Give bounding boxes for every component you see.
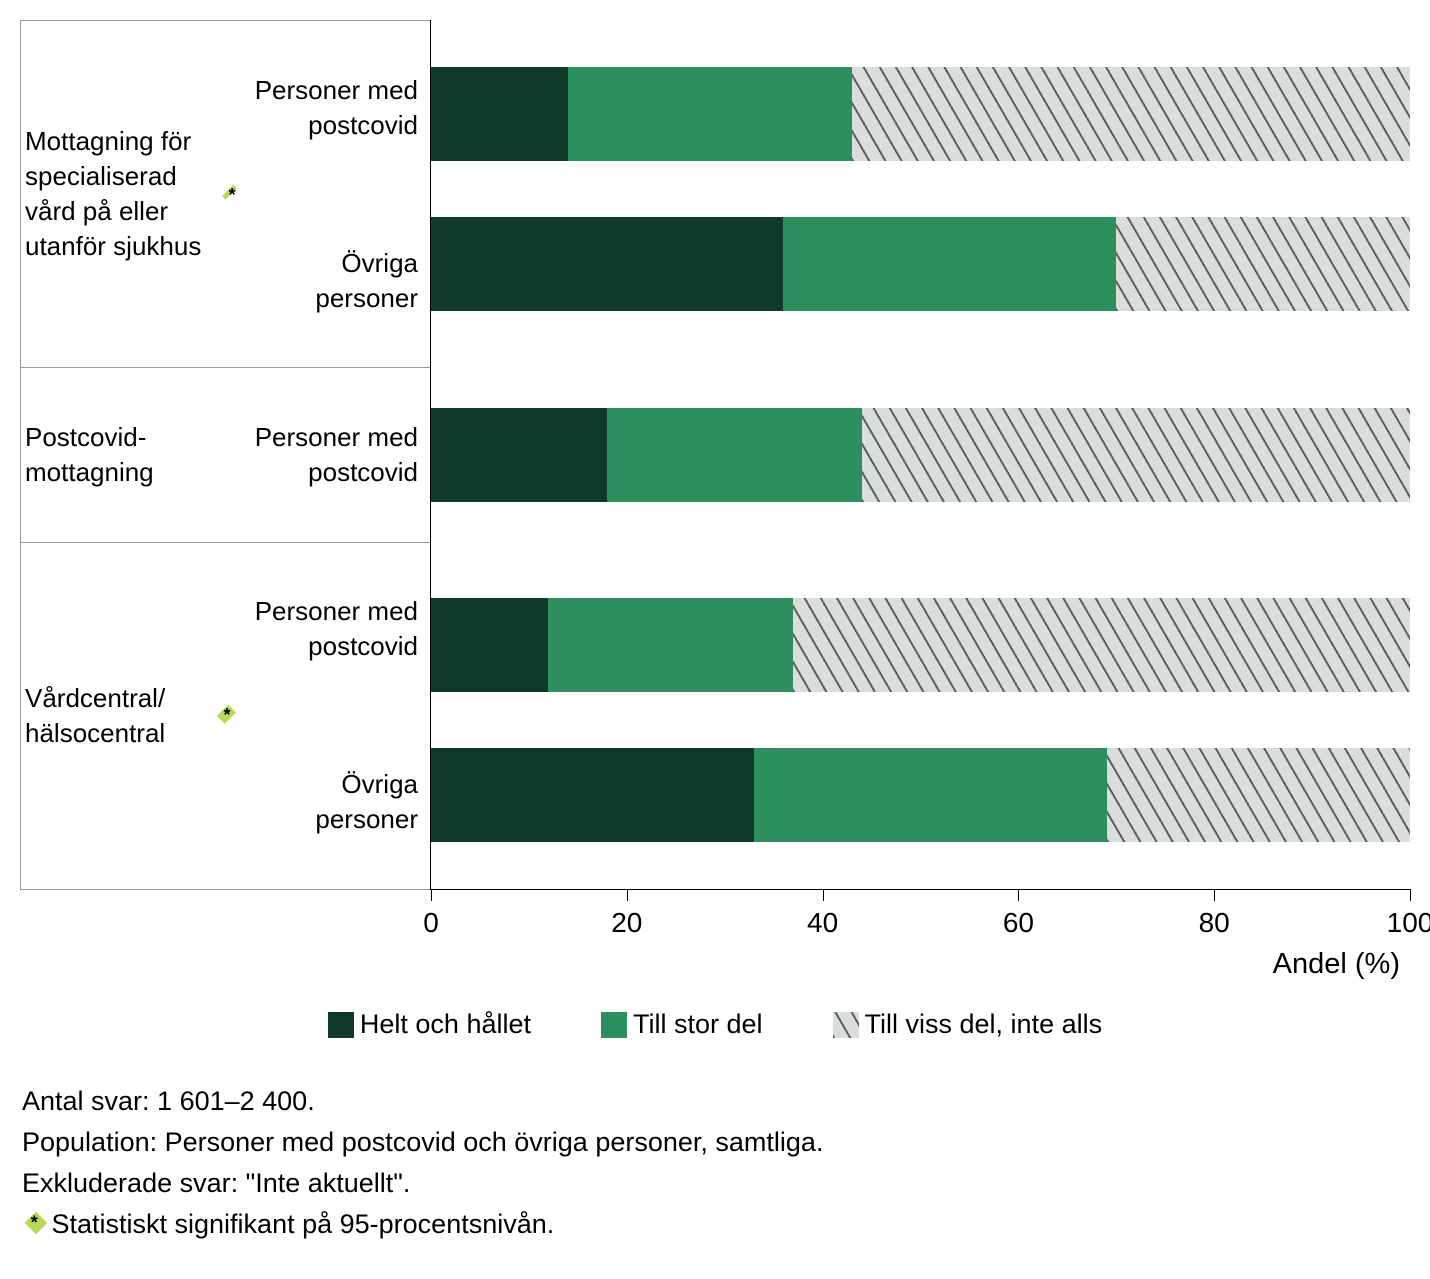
chart-container: Mottagning för specialiserad vård på ell…	[20, 20, 1410, 1245]
group-label-text: Postcovid-mottagning	[25, 420, 232, 490]
group-label-text: Mottagning för specialiserad vård på ell…	[25, 124, 221, 264]
legend-swatch-seg3	[833, 1012, 859, 1038]
bar-label-text: Övriga personer	[238, 767, 418, 837]
significance-marker-icon	[222, 185, 237, 200]
x-tick-label: 60	[1003, 889, 1034, 939]
x-tick-label: 80	[1199, 889, 1230, 939]
bar-label: Personer med postcovid	[236, 368, 418, 541]
bar-segment	[431, 67, 568, 161]
bar-segment	[1107, 748, 1410, 842]
bar-segment	[1116, 217, 1410, 311]
bar-label-text: Personer med postcovid	[238, 594, 418, 664]
footnote-line-1: Antal svar: 1 601–2 400.	[22, 1082, 1410, 1121]
chart-area: Mottagning för specialiserad vård på ell…	[20, 20, 1410, 890]
x-tick-label: 40	[807, 889, 838, 939]
y-axis-groups: Mottagning för specialiserad vård på ell…	[20, 20, 430, 890]
bar-row-group	[431, 551, 1410, 889]
legend-swatch-seg1	[328, 1012, 354, 1038]
plot-area: 020406080100	[430, 20, 1410, 890]
bar-label-text: Personer med postcovid	[238, 73, 418, 143]
legend: Helt och hållet Till stor del Till viss …	[20, 981, 1410, 1040]
bar-label-text: Personer med postcovid	[238, 420, 418, 490]
bar-row-group	[431, 358, 1410, 551]
bar-row	[431, 748, 1410, 842]
bar-segment	[548, 598, 793, 692]
group-block: Vårdcentral/ hälsocentral Personer med p…	[20, 542, 430, 890]
group-label: Postcovid-mottagning	[21, 368, 236, 541]
bar-labels: Personer med postcovid	[236, 368, 430, 541]
legend-label-seg3: Till viss del, inte alls	[865, 1009, 1103, 1040]
bar-segment	[568, 67, 852, 161]
bar-row-group	[431, 20, 1410, 358]
bar-segment	[862, 408, 1410, 502]
bar-row	[431, 408, 1410, 502]
bar-segment	[783, 217, 1116, 311]
bar-label: Övriga personer	[236, 716, 418, 889]
bar-label: Övriga personer	[236, 194, 418, 367]
bar-label: Personer med postcovid	[236, 21, 418, 194]
x-tick-label: 100	[1387, 889, 1430, 939]
footnote-line-4-text: Statistiskt signifikant på 95-procentsni…	[44, 1209, 554, 1239]
legend-label-seg2: Till stor del	[633, 1009, 763, 1040]
legend-label-seg1: Helt och hållet	[360, 1009, 531, 1040]
footnote-line-3: Exkluderade svar: "Inte aktuellt".	[22, 1164, 1410, 1203]
group-label-text: Vårdcentral/ hälsocentral	[25, 681, 215, 751]
bar-segment	[431, 748, 754, 842]
bars-area	[431, 20, 1410, 889]
bar-labels: Personer med postcovid Övriga personer	[236, 543, 430, 889]
footnote-line-2: Population: Personer med postcovid och ö…	[22, 1123, 1410, 1162]
bar-segment	[431, 217, 783, 311]
legend-item-seg1: Helt och hållet	[328, 1009, 531, 1040]
bar-row	[431, 217, 1410, 311]
x-tick-label: 0	[423, 889, 439, 939]
group-block: Mottagning för specialiserad vård på ell…	[20, 20, 430, 367]
bar-segment	[607, 408, 862, 502]
bar-segment	[793, 598, 1410, 692]
bar-segment	[431, 598, 548, 692]
bar-segment	[852, 67, 1410, 161]
x-tick-label: 20	[611, 889, 642, 939]
legend-item-seg3: Till viss del, inte alls	[833, 1009, 1103, 1040]
bar-label-text: Övriga personer	[238, 246, 418, 316]
footnotes: Antal svar: 1 601–2 400. Population: Per…	[20, 1040, 1410, 1245]
significance-marker-icon	[217, 704, 236, 723]
bar-labels: Personer med postcovid Övriga personer	[236, 21, 430, 367]
legend-swatch-seg2	[601, 1012, 627, 1038]
footnote-line-4: Statistiskt signifikant på 95-procentsni…	[22, 1205, 1410, 1244]
bar-segment	[431, 408, 607, 502]
bar-segment	[754, 748, 1106, 842]
group-label: Mottagning för specialiserad vård på ell…	[21, 21, 236, 367]
bar-row	[431, 598, 1410, 692]
bar-row	[431, 67, 1410, 161]
bar-label: Personer med postcovid	[236, 543, 418, 716]
legend-item-seg2: Till stor del	[601, 1009, 763, 1040]
group-label: Vårdcentral/ hälsocentral	[21, 543, 236, 889]
group-block: Postcovid-mottagningPersoner med postcov…	[20, 367, 430, 541]
